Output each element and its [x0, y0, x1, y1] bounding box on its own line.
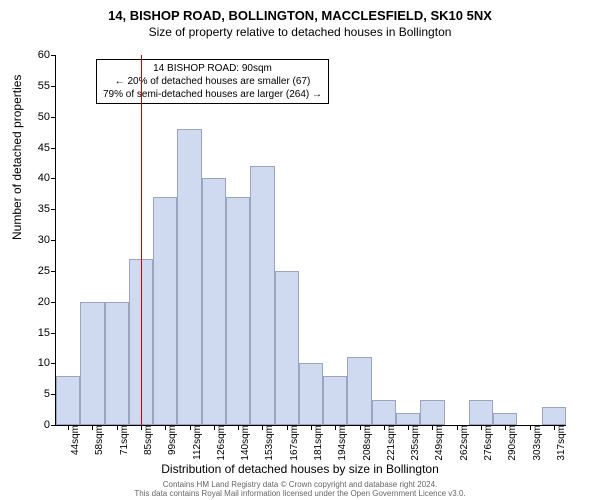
y-tick-mark	[51, 55, 56, 56]
bar	[396, 413, 420, 425]
y-tick-mark	[51, 363, 56, 364]
x-tick-label: 167sqm	[287, 425, 300, 465]
annotation-line3: 79% of semi-detached houses are larger (…	[103, 88, 322, 101]
bar	[177, 129, 201, 425]
bar	[493, 413, 517, 425]
bar	[105, 302, 129, 425]
x-tick-label: 276sqm	[481, 425, 494, 465]
x-tick-label: 262sqm	[457, 425, 470, 465]
bar	[275, 271, 299, 425]
y-axis-label: Number of detached properties	[10, 75, 24, 240]
bar	[420, 400, 444, 425]
x-tick-label: 140sqm	[238, 425, 251, 465]
x-tick-label: 235sqm	[408, 425, 421, 465]
bar	[469, 400, 493, 425]
y-tick-mark	[51, 425, 56, 426]
annotation-line1: 14 BISHOP ROAD: 90sqm	[103, 62, 322, 75]
bar	[372, 400, 396, 425]
bar	[250, 166, 274, 425]
x-tick-label: 181sqm	[311, 425, 324, 465]
x-tick-label: 153sqm	[262, 425, 275, 465]
annotation-line2: ← 20% of detached houses are smaller (67…	[103, 75, 322, 88]
y-tick-mark	[51, 271, 56, 272]
x-tick-label: 249sqm	[432, 425, 445, 465]
x-tick-label: 303sqm	[530, 425, 543, 465]
chart-container: 14, BISHOP ROAD, BOLLINGTON, MACCLESFIEL…	[0, 0, 600, 500]
x-tick-label: 58sqm	[92, 425, 105, 465]
bar	[347, 357, 371, 425]
bar	[56, 376, 80, 425]
x-tick-label: 85sqm	[141, 425, 154, 465]
bar	[226, 197, 250, 425]
x-tick-label: 71sqm	[117, 425, 130, 465]
y-tick-mark	[51, 117, 56, 118]
y-tick-mark	[51, 148, 56, 149]
plot-area: 14 BISHOP ROAD: 90sqm ← 20% of detached …	[55, 55, 566, 426]
y-tick-mark	[51, 240, 56, 241]
x-tick-label: 290sqm	[505, 425, 518, 465]
chart-subtitle: Size of property relative to detached ho…	[0, 23, 600, 39]
x-tick-label: 208sqm	[360, 425, 373, 465]
y-tick-mark	[51, 209, 56, 210]
x-axis-label: Distribution of detached houses by size …	[0, 462, 600, 476]
footer: Contains HM Land Registry data © Crown c…	[0, 480, 600, 498]
y-tick-mark	[51, 302, 56, 303]
bar	[80, 302, 104, 425]
annotation-box: 14 BISHOP ROAD: 90sqm ← 20% of detached …	[96, 59, 329, 104]
marker-line	[141, 55, 142, 425]
bar	[153, 197, 177, 425]
footer-line1: Contains HM Land Registry data © Crown c…	[0, 480, 600, 489]
x-tick-label: 194sqm	[335, 425, 348, 465]
x-tick-label: 44sqm	[68, 425, 81, 465]
y-tick-mark	[51, 178, 56, 179]
footer-line2: This data contains Royal Mail informatio…	[0, 489, 600, 498]
bar	[323, 376, 347, 425]
y-tick-mark	[51, 333, 56, 334]
x-tick-label: 99sqm	[165, 425, 178, 465]
x-tick-label: 317sqm	[554, 425, 567, 465]
bar	[299, 363, 323, 425]
chart-title: 14, BISHOP ROAD, BOLLINGTON, MACCLESFIEL…	[0, 0, 600, 23]
bar	[202, 178, 226, 425]
x-tick-label: 112sqm	[190, 425, 203, 465]
x-tick-label: 221sqm	[384, 425, 397, 465]
bar	[542, 407, 566, 426]
y-tick-mark	[51, 86, 56, 87]
x-tick-label: 126sqm	[214, 425, 227, 465]
